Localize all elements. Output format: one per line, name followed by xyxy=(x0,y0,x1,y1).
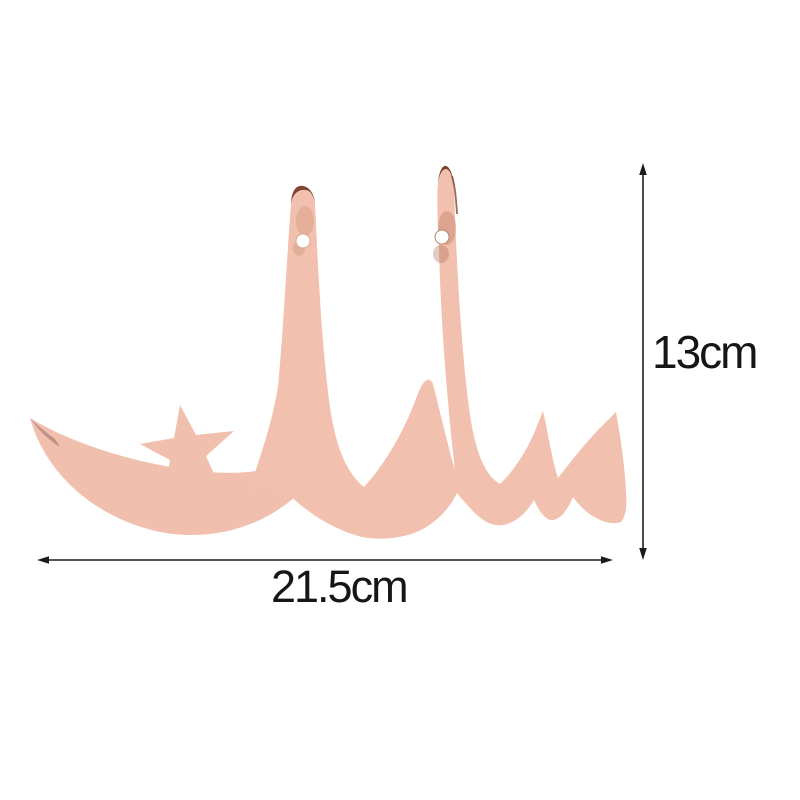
height-dimension-label: 13cm xyxy=(652,326,758,378)
spike1-top-edge-shading xyxy=(291,185,315,203)
spike2-right-edge-shading xyxy=(451,175,458,215)
height-dimension-arrow xyxy=(639,163,647,560)
width-dimension-label: 21.5cm xyxy=(271,561,409,612)
hanging-hole-right xyxy=(434,229,450,245)
spike2-top-edge-shading xyxy=(438,165,454,186)
spike2-sheen-patch-2 xyxy=(433,245,449,263)
spike1-sheen-patch xyxy=(296,206,314,236)
arrow-right-icon xyxy=(601,556,613,564)
arrow-left-icon xyxy=(37,556,49,564)
arrow-down-icon xyxy=(639,548,647,560)
star-shape xyxy=(140,405,234,494)
hanging-hole-left xyxy=(295,233,311,249)
width-dimension-arrow xyxy=(37,556,613,564)
arrow-up-icon xyxy=(639,163,647,175)
calligraphy-swoosh-shape xyxy=(250,165,627,539)
crescent-tip-shading xyxy=(30,418,60,447)
